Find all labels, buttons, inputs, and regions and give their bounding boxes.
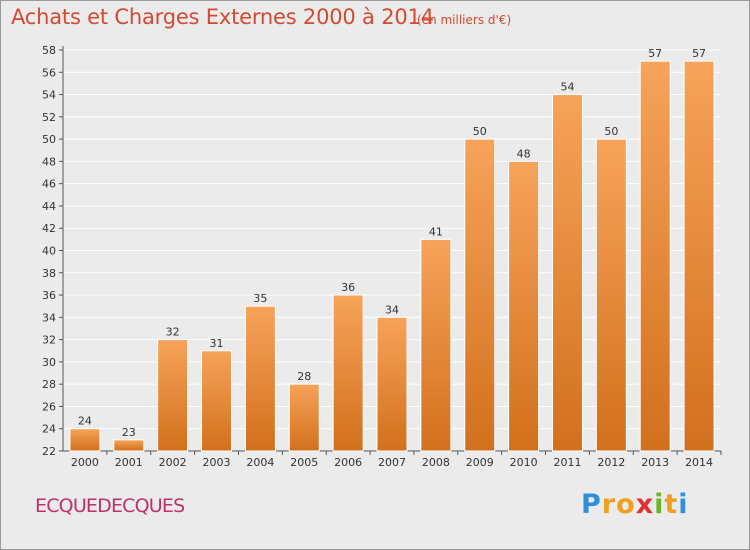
- logo-letter: i: [654, 489, 665, 520]
- bar-2010: [508, 160, 540, 452]
- chart-title: Achats et Charges Externes 2000 à 2014: [11, 5, 434, 29]
- data-label-2007: 34: [385, 303, 399, 316]
- proxiti-logo: Proxiti: [581, 489, 689, 520]
- x-tick-label: 2006: [334, 456, 362, 469]
- x-tick-label: 2001: [115, 456, 143, 469]
- bar-2005: [288, 383, 320, 452]
- bar-2014: [683, 60, 715, 452]
- data-labels: 24 23 32 31 35 28 36 34 41 50 48 54 50 57 57: [78, 47, 706, 439]
- bar-2004: [244, 305, 276, 452]
- x-tick-label: 2003: [203, 456, 231, 469]
- bar-2009: [464, 138, 496, 452]
- y-tick-label: 28: [42, 378, 56, 391]
- bar-2000: [69, 428, 101, 452]
- x-tick-label: 2007: [378, 456, 406, 469]
- x-tick-label: 2014: [685, 456, 713, 469]
- y-tick-label: 52: [42, 111, 56, 124]
- data-label-2005: 28: [297, 370, 311, 383]
- chart-subtitle: (en milliers d'€): [417, 13, 512, 27]
- x-tick-label: 2010: [510, 456, 538, 469]
- data-label-2011: 54: [560, 81, 574, 94]
- bar-2006: [332, 294, 364, 452]
- y-tick-label: 24: [42, 423, 56, 436]
- bar-2008: [420, 238, 452, 452]
- x-tick-label: 2008: [422, 456, 450, 469]
- bar-2012: [595, 138, 627, 452]
- data-label-2014: 57: [692, 47, 706, 60]
- y-tick-label: 58: [42, 44, 56, 57]
- x-tick-label: 2012: [597, 456, 625, 469]
- y-tick-label: 38: [42, 267, 56, 280]
- data-label-2000: 24: [78, 415, 92, 428]
- y-tick-label: 56: [42, 66, 56, 79]
- y-tick-label: 42: [42, 222, 56, 235]
- logo-letter: i: [678, 489, 689, 520]
- data-label-2001: 23: [122, 426, 136, 439]
- x-tick-label: 2000: [71, 456, 99, 469]
- bar-2002: [157, 339, 189, 452]
- y-tick-label: 48: [42, 155, 56, 168]
- data-label-2013: 57: [648, 47, 662, 60]
- x-tick-label: 2009: [466, 456, 494, 469]
- y-tick-label: 54: [42, 89, 56, 102]
- x-tick-label: 2011: [553, 456, 581, 469]
- logo-letter: o: [616, 489, 636, 520]
- data-label-2012: 50: [604, 125, 618, 138]
- data-label-2010: 48: [517, 147, 531, 160]
- y-tick-label: 22: [42, 445, 56, 458]
- y-tick-label: 44: [42, 200, 56, 213]
- axes: 22 24 26 28 30 32 34 36 38 40 42 44 46 48 50 52 54 56 58 20…: [42, 44, 722, 469]
- y-tick-label: 36: [42, 289, 56, 302]
- y-tick-label: 50: [42, 133, 56, 146]
- y-tick-label: 30: [42, 356, 56, 369]
- logo-letter: r: [601, 489, 617, 520]
- data-label-2002: 32: [166, 326, 180, 339]
- logo-letter: x: [635, 489, 655, 520]
- bar-2001: [113, 439, 145, 452]
- data-label-2004: 35: [253, 292, 267, 305]
- bar-2013: [639, 60, 671, 452]
- bar-2007: [376, 316, 408, 452]
- y-tick-label: 46: [42, 178, 56, 191]
- y-tick-label: 32: [42, 334, 56, 347]
- bars: [69, 60, 715, 452]
- bar-2003: [201, 350, 233, 452]
- bar-2011: [551, 94, 583, 452]
- x-tick-label: 2005: [290, 456, 318, 469]
- x-tick-label: 2004: [246, 456, 274, 469]
- data-label-2003: 31: [210, 337, 224, 350]
- x-tick-label: 2013: [641, 456, 669, 469]
- y-tick-label: 26: [42, 400, 56, 413]
- commune-name: ECQUEDECQUES: [35, 495, 185, 517]
- data-label-2008: 41: [429, 225, 443, 238]
- y-tick-label: 40: [42, 245, 56, 258]
- x-tick-label: 2002: [159, 456, 187, 469]
- data-label-2006: 36: [341, 281, 355, 294]
- logo-letter: P: [581, 489, 602, 520]
- data-label-2009: 50: [473, 125, 487, 138]
- logo-letter: t: [664, 489, 679, 520]
- y-tick-label: 34: [42, 311, 56, 324]
